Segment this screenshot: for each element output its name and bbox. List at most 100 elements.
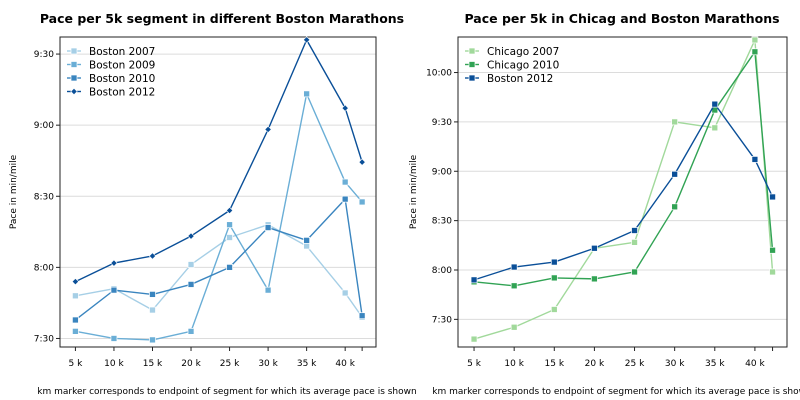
panel-1-series-3-point (187, 281, 195, 288)
panel-2-series-2-point (591, 275, 598, 283)
panel-1-y-tick-label: 8:30 (34, 192, 54, 202)
panel-1-x-tick-label: 5 k (69, 359, 84, 369)
panel-1-y-tick-label: 8:00 (34, 263, 54, 273)
panel-1-series-1-point (303, 242, 310, 250)
panel-1-series-1-point (72, 292, 79, 300)
panel-1-series-3-point (358, 312, 366, 320)
panel-1-y-tick-label: 7:30 (34, 334, 54, 344)
panel-2-series-3-point (751, 156, 759, 163)
panel-2-series-1-point (711, 124, 719, 132)
panel-1-series-2-point (187, 328, 195, 335)
panel-2-x-tick-label: 15 k (545, 359, 565, 369)
panel-2-series-3-point (671, 170, 679, 178)
panel-1-series-3-point (149, 291, 156, 298)
panel-2-series-3-point (550, 258, 558, 266)
panel-2-series-3-point (591, 244, 598, 252)
panel-2-title: Pace per 5k in Chicag and Boston Maratho… (464, 11, 779, 26)
panel-2-series-2-point (751, 48, 759, 56)
panel-1-series-2-point (149, 336, 156, 344)
panel-1-legend-label-1: Boston 2007 (89, 46, 155, 58)
panel-2-x-axis-label: km marker corresponds to endpoint of seg… (432, 387, 800, 397)
panel-2-legend-label-3: Boston 2012 (487, 73, 553, 85)
panel-1-y-tick-label: 9:00 (34, 121, 54, 131)
panel-2-series-1-point (631, 239, 638, 246)
panel-1-series-3-point (72, 316, 79, 324)
panel-2-series-1-point (751, 36, 759, 44)
panel-2-series-line-3 (473, 103, 774, 281)
panel-1-series-1-point (341, 289, 349, 297)
panel-1-series-2-point (110, 335, 118, 342)
panel-1-series-1-point (187, 261, 195, 268)
panel-1-series-4-point (225, 206, 234, 215)
panel-1-x-tick-label: 20 k (181, 359, 201, 369)
panel-1-x-tick-label: 35 k (297, 359, 317, 369)
panel-2-x-tick-label: 40 k (745, 359, 765, 369)
panel-1-series-2-point (72, 328, 79, 335)
panel-2-x-tick-label: 30 k (665, 359, 685, 369)
panel-1-series-4-point (358, 158, 366, 166)
panel-2-series-1-point (470, 335, 478, 343)
panel-2-series-1-point (671, 118, 679, 126)
panel-1-x-tick-label: 10 k (104, 359, 124, 369)
panel-2-series-1-point (769, 268, 776, 276)
panel-2-series-3-point (711, 100, 719, 108)
panel-2-series-2-point (510, 282, 518, 290)
panel-1-y-tick-label: 9:30 (34, 50, 54, 60)
panel-1-legend-marker-3 (70, 74, 78, 82)
panel-2-y-axis-label: Pace in min/mile (409, 154, 419, 229)
panel-1-series-2-point (303, 90, 310, 98)
panel-2-y-tick-label: 7:30 (432, 315, 452, 325)
panel-2-series-2-point (769, 246, 776, 254)
panel-1-series-3-point (341, 195, 349, 203)
panel-2-series-2-point (631, 268, 638, 276)
panel-2-x-tick-label: 25 k (625, 359, 645, 369)
panel-1-x-axis-label: km marker corresponds to endpoint of seg… (37, 387, 416, 397)
panel-1-legend-marker-2 (70, 61, 78, 68)
panel-2-series-2-point (550, 274, 558, 282)
panel-1-series-4-point (71, 277, 80, 286)
panel-2-y-tick-label: 9:00 (432, 167, 452, 177)
panel-1-series-4-point (303, 36, 311, 44)
panel-1-x-tick-label: 40 k (335, 359, 355, 369)
panel-2-legend-marker-1 (468, 47, 476, 55)
panel-2-legend-label-1: Chicago 2007 (487, 46, 559, 58)
panel-1-legend-label-4: Boston 2012 (89, 87, 155, 99)
panel-2-y-tick-label: 10:00 (426, 69, 452, 79)
panel-1-series-4-point (341, 104, 349, 112)
panel-1-legend-label-2: Boston 2009 (89, 60, 155, 72)
panel-1-series-line-1 (75, 224, 363, 318)
panel-1-series-1-point (149, 306, 156, 314)
panel-1-title: Pace per 5k segment in different Boston … (40, 11, 404, 26)
panel-1-y-axis-label: Pace in min/mile (9, 154, 19, 229)
panel-2-x-tick-label: 5 k (467, 359, 482, 369)
panel-1-legend-label-3: Boston 2010 (89, 73, 155, 85)
panel-2-series-3-point (769, 193, 776, 201)
panel-1-series-3-point (226, 264, 233, 271)
panel-1-series-4-point (148, 252, 157, 260)
panel-2-y-tick-label: 8:30 (432, 217, 452, 227)
panel-1-x-tick-label: 30 k (258, 359, 278, 369)
panel-2-plot-frame (457, 36, 788, 348)
panel-1-x-tick-label: 25 k (220, 359, 240, 369)
panel-1-legend-marker-1 (70, 47, 78, 55)
panel-1-plot-frame (59, 36, 377, 348)
panel-2-y-tick-label: 8:00 (432, 266, 452, 276)
panel-2-x-tick-label: 20 k (585, 359, 605, 369)
panel-1-series-4-point (264, 125, 272, 134)
panel-2-series-3-point (631, 227, 638, 234)
panel-1-series-3-point (110, 286, 118, 294)
panel-1-series-3-point (303, 236, 310, 244)
panel-2-legend-label-2: Chicago 2010 (487, 60, 559, 72)
panel-1-series-3-point (264, 224, 272, 231)
panel-2-y-tick-label: 9:30 (432, 118, 452, 128)
panel-2-series-1-point (550, 306, 558, 313)
panel-2-series-2-point (671, 203, 679, 211)
panel-2-series-3-point (510, 263, 518, 271)
panel-2-x-tick-label: 10 k (504, 359, 524, 369)
panel-1-series-1-point (226, 234, 233, 241)
panel-2-legend-marker-3 (468, 74, 476, 82)
panel-1-series-2-point (264, 286, 272, 294)
panel-1-series-2-point (341, 178, 349, 186)
